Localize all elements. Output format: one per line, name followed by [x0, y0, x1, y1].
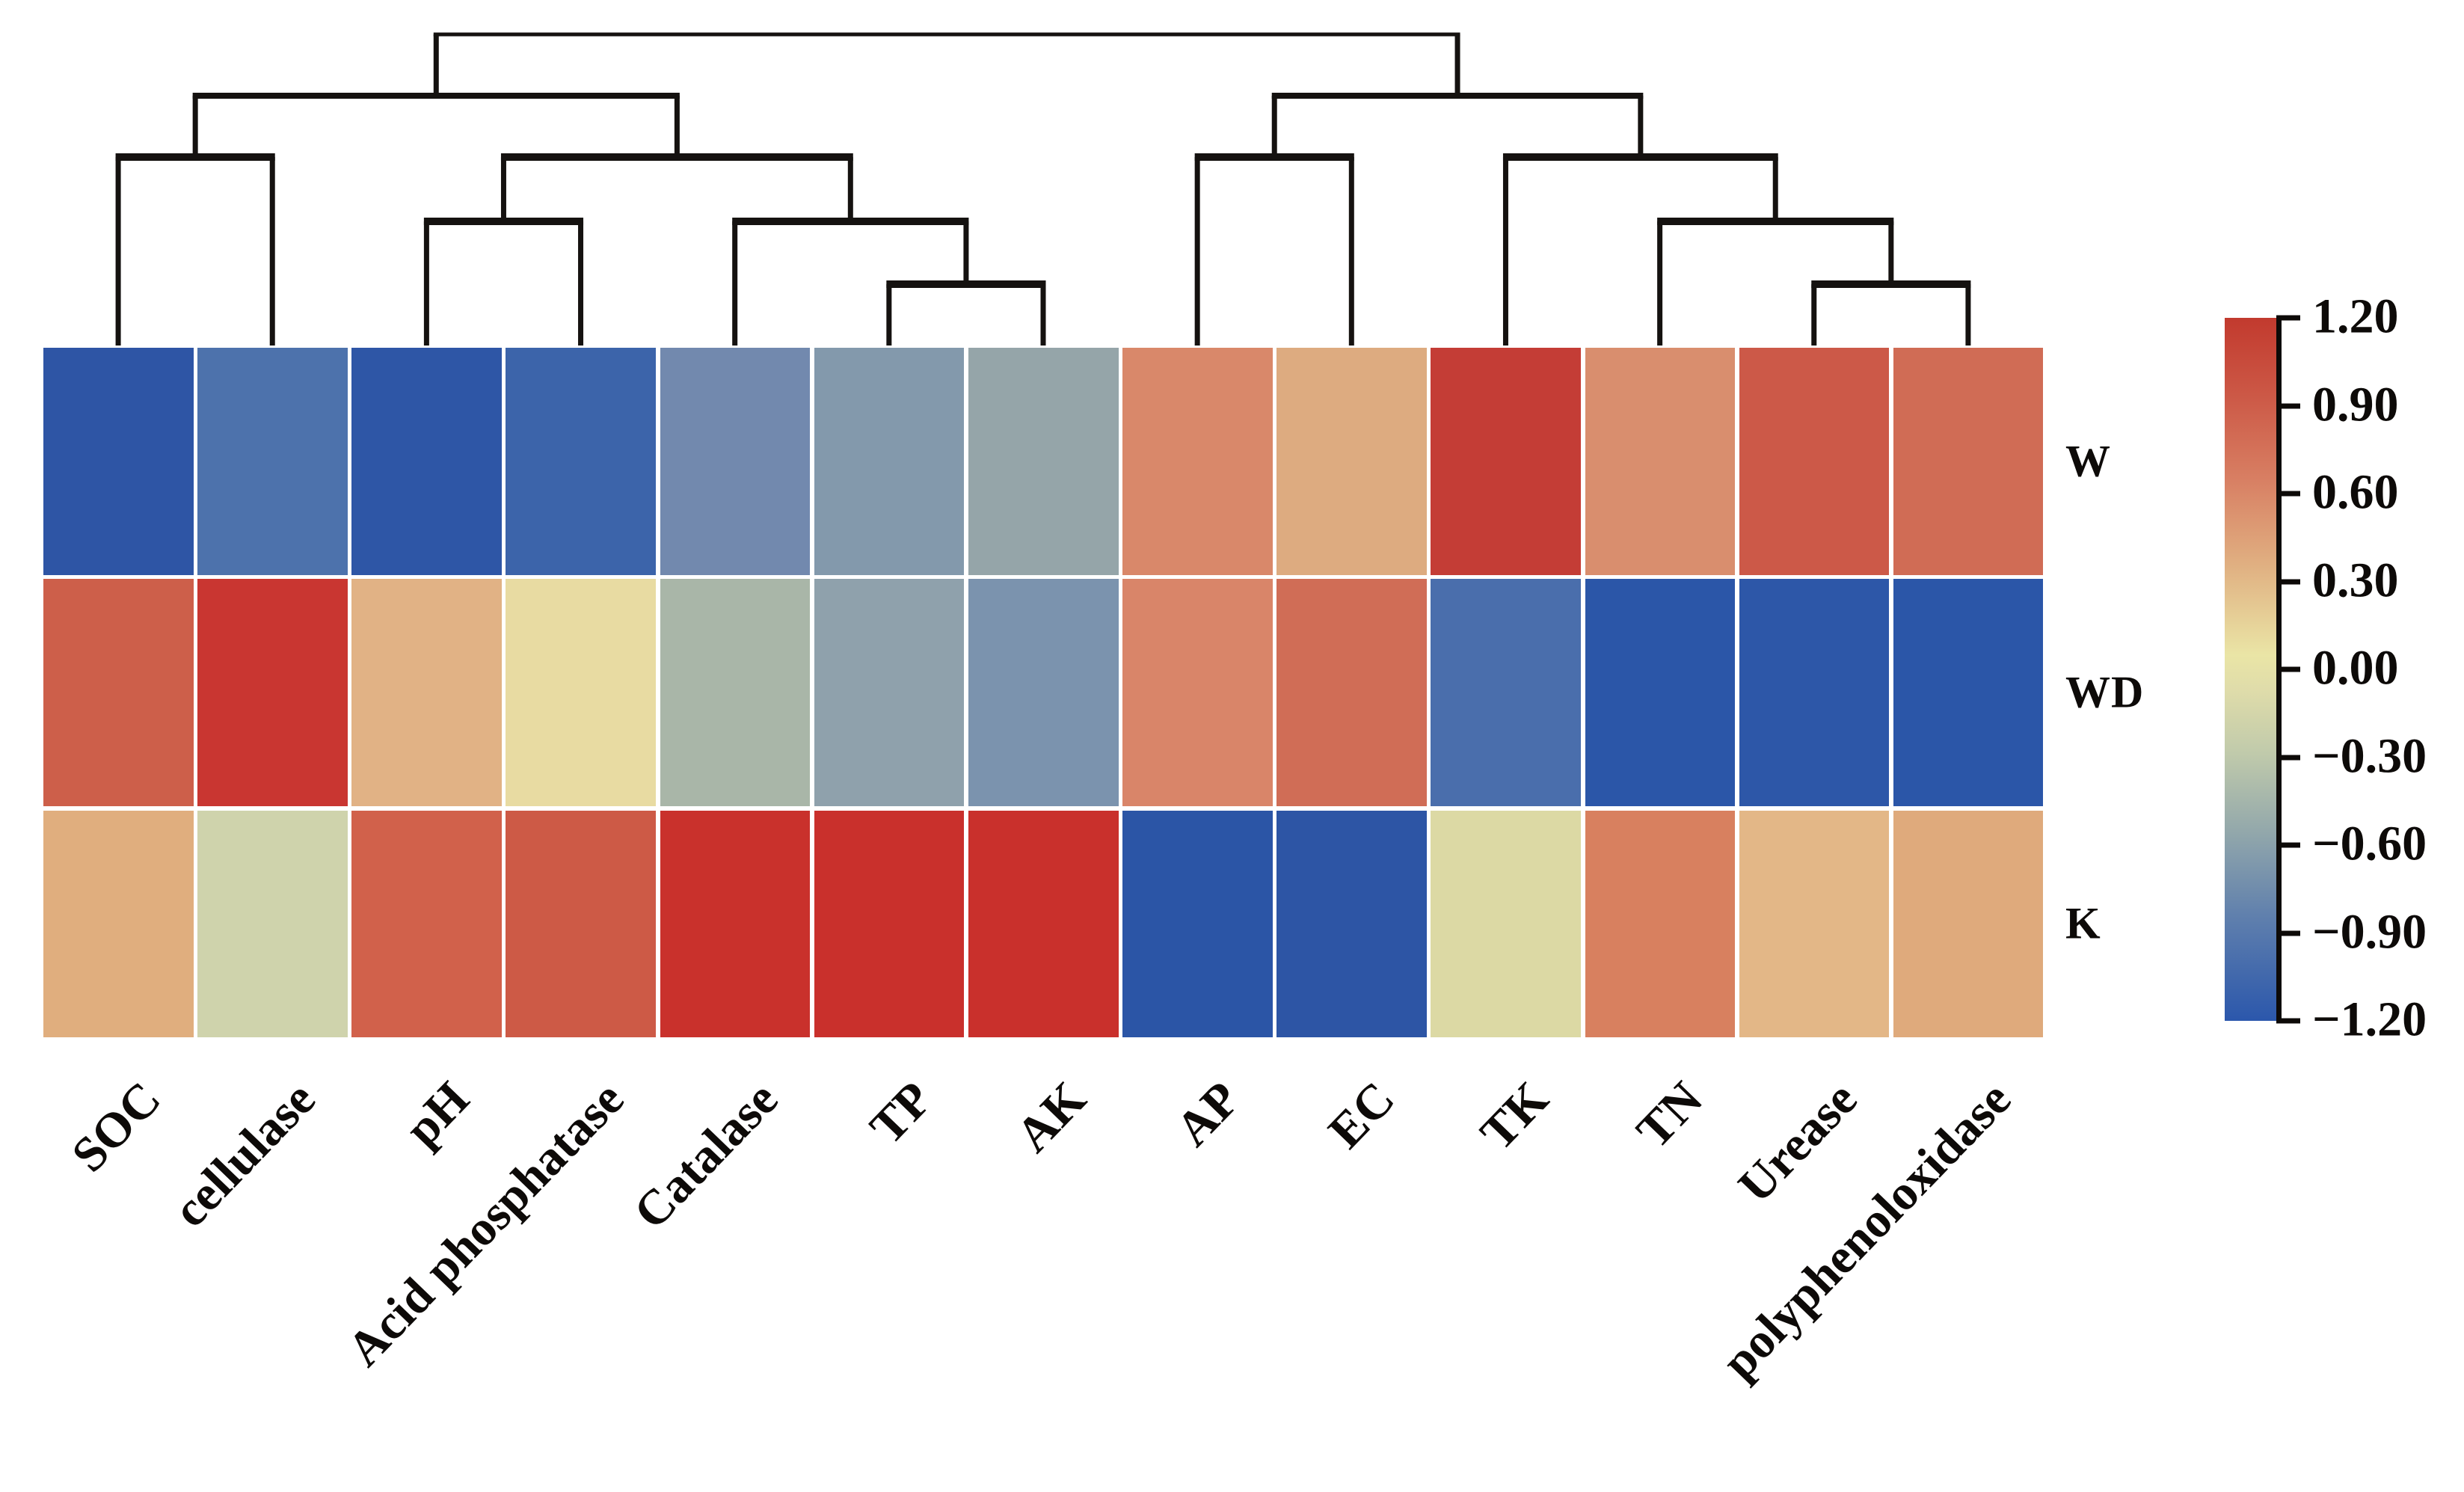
heatmap-cell	[195, 346, 350, 577]
heatmap-cell	[1736, 577, 1892, 809]
heatmap-cell	[1890, 346, 2046, 577]
heatmap-cell	[349, 808, 504, 1040]
heatmap-cell	[1274, 808, 1429, 1040]
heatmap-cell	[503, 577, 659, 809]
heatmap-cell	[1582, 346, 1738, 577]
heatmap-cell	[965, 577, 1121, 809]
heatmap-cell	[41, 346, 196, 577]
heatmap-cell	[811, 808, 967, 1040]
heatmap-cell	[1428, 577, 1584, 809]
colorbar-tick-label: 0.30	[2312, 552, 2399, 607]
row-label-w: W	[2065, 436, 2111, 486]
heatmap-cell	[1736, 808, 1892, 1040]
colorbar-tick-label: −0.30	[2312, 728, 2427, 783]
heatmap-cell	[1274, 346, 1429, 577]
heatmap-cell	[195, 577, 350, 809]
colorbar-tick-label: 0.60	[2312, 464, 2399, 520]
heatmap-cell	[349, 577, 504, 809]
colorbar-tick-label: 0.00	[2312, 640, 2399, 696]
heatmap-cell	[811, 577, 967, 809]
heatmap-cell	[1890, 808, 2046, 1040]
colorbar-tick	[2276, 842, 2300, 848]
heatmap-cell	[1890, 577, 2046, 809]
row-label-wd: WD	[2065, 667, 2145, 717]
colorbar-tick	[2276, 666, 2300, 672]
heatmap-cell	[657, 808, 813, 1040]
heatmap-cell	[503, 346, 659, 577]
heatmap-cell	[965, 808, 1121, 1040]
colorbar-tick	[2276, 1018, 2300, 1024]
heatmap-cell	[1428, 808, 1584, 1040]
heatmap-cell	[349, 346, 504, 577]
heatmap-cell	[965, 346, 1121, 577]
colorbar-tick	[2276, 579, 2300, 584]
heatmap-cell	[1120, 577, 1275, 809]
colorbar-tick	[2276, 755, 2300, 760]
heatmap-cell	[657, 346, 813, 577]
heatmap-cell	[41, 808, 196, 1040]
heatmap-cell	[1736, 346, 1892, 577]
colorbar-tick-label: −0.90	[2312, 903, 2427, 959]
heatmap-cell	[1582, 577, 1738, 809]
colorbar-tick	[2276, 315, 2300, 321]
heatmap-cell	[41, 577, 196, 809]
colorbar-tick-label: −1.20	[2312, 992, 2427, 1047]
heatmap-cell	[811, 346, 967, 577]
heatmap-cell	[1582, 808, 1738, 1040]
colorbar-tick-label: 1.20	[2312, 289, 2399, 344]
colorbar-tick	[2276, 930, 2300, 936]
heatmap-cell	[1274, 577, 1429, 809]
heatmap-cell	[657, 577, 813, 809]
heatmap-cell	[1120, 346, 1275, 577]
colorbar-gradient	[2225, 318, 2279, 1021]
colorbar-tick	[2276, 403, 2300, 408]
colorbar-tick-label: −0.60	[2312, 816, 2427, 871]
colorbar-tick-label: 0.90	[2312, 376, 2399, 432]
row-label-k: K	[2065, 898, 2101, 948]
colorbar-tick	[2276, 491, 2300, 497]
heatmap-cell	[1428, 346, 1584, 577]
heatmap-cell	[195, 808, 350, 1040]
heatmap-cell	[503, 808, 659, 1040]
heatmap-cell	[1120, 808, 1275, 1040]
